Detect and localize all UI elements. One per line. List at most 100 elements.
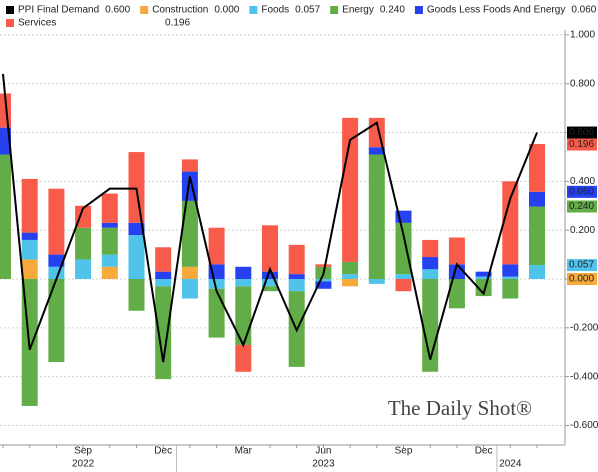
line-series	[2, 73, 538, 363]
legend-swatch	[414, 6, 423, 14]
bar-segment	[235, 344, 252, 372]
bar-segment	[128, 222, 145, 236]
value-box-label: 0.240	[569, 201, 594, 212]
bar-segment	[342, 279, 359, 287]
y-tick-label: -0.200	[570, 322, 598, 333]
value-box	[567, 200, 597, 213]
bar-segment	[342, 117, 359, 262]
bar-segment	[262, 225, 278, 272]
year-label: 2023	[312, 459, 335, 470]
bar-segment	[502, 264, 519, 277]
bar-segment	[529, 206, 545, 266]
watermark: The Daily Shot®	[388, 396, 532, 420]
legend-value: 0.060	[571, 5, 596, 16]
bar-segment	[288, 279, 305, 292]
bar-segment	[448, 237, 465, 265]
bar-segment	[502, 276, 519, 279]
y-tick-label: 1.000	[570, 30, 595, 41]
bar-segment	[315, 279, 332, 282]
bar-segment	[502, 279, 519, 299]
bar-segment	[155, 279, 172, 287]
bar-segment	[101, 227, 118, 255]
bar-segment	[368, 279, 385, 284]
legend: PPI Final Demand 0.600 Construction 0.000 Fo…	[6, 5, 597, 29]
y-tick-label: 0.800	[570, 78, 595, 89]
bar-segment	[288, 274, 305, 279]
bar-segment	[422, 257, 439, 270]
bar-segment	[101, 193, 118, 223]
bar-segment	[529, 144, 545, 192]
legend-value: 0.057	[295, 5, 320, 16]
value-box	[567, 126, 597, 139]
value-box	[567, 185, 597, 198]
bar-segment	[101, 254, 118, 267]
bar-segment	[75, 259, 92, 279]
bar-segment	[181, 279, 198, 299]
bar-segment	[475, 276, 492, 279]
x-tick-label: Mar	[235, 446, 253, 457]
bar-segment	[342, 274, 359, 279]
legend-value: 0.600	[105, 5, 130, 16]
y-tick-label: -0.600	[570, 420, 598, 431]
y-tick-label: 0.400	[570, 176, 595, 187]
x-tick-label: Sep	[395, 446, 413, 457]
legend-label: Services	[18, 18, 56, 29]
y-tick-label: 0.200	[570, 225, 595, 236]
value-box	[567, 138, 597, 151]
value-box	[567, 259, 597, 272]
legend-label: Goods Less Foods And Energy	[427, 5, 565, 16]
bar-segment	[155, 271, 172, 279]
legend-value: 0.240	[380, 5, 405, 16]
plot-area	[0, 73, 545, 406]
x-tick-label: Jun	[315, 446, 331, 457]
bar-segment	[155, 247, 172, 272]
x-tick-label: Sep	[74, 446, 92, 457]
legend-swatch	[6, 19, 14, 27]
bar-segment	[208, 227, 225, 265]
axis-labels: -0.600-0.400-0.2000.0000.2000.4000.6000.…	[2, 30, 598, 472]
bar-segment	[368, 147, 385, 155]
legend-swatch	[140, 6, 149, 14]
bar-segment	[155, 286, 172, 380]
legend-swatch	[6, 6, 14, 14]
bar-segment	[368, 154, 385, 279]
bar-segment	[128, 152, 145, 223]
bar-segment	[475, 279, 492, 297]
bar-segment	[315, 264, 332, 267]
bar-segment	[235, 279, 252, 287]
x-tick-label: Dec	[154, 446, 172, 457]
bar-segment	[181, 159, 198, 172]
value-box-label: 0.060	[569, 186, 594, 197]
bar-segment	[48, 279, 65, 362]
bar-segment	[395, 274, 412, 279]
bar-segment	[101, 266, 118, 279]
legend-swatch	[249, 6, 258, 14]
legend-label: Construction	[152, 5, 208, 16]
bar-segment	[128, 279, 145, 311]
bar-segment	[422, 269, 439, 279]
year-label: 2022	[72, 459, 95, 470]
bar-segment	[529, 191, 545, 207]
value-box-label: 0.600	[569, 127, 594, 138]
bar-segment	[262, 279, 278, 287]
value-box	[567, 273, 597, 285]
bar-segment	[235, 286, 252, 345]
bar-segment	[0, 154, 11, 279]
bar-segment	[21, 232, 38, 240]
bar-segment	[128, 235, 145, 279]
legend-label: Foods	[261, 5, 289, 16]
bar-segment	[529, 265, 545, 279]
bar-segment	[21, 178, 38, 233]
value-box-label: 0.196	[569, 139, 594, 150]
bar-segment	[75, 205, 92, 228]
legend-label: PPI Final Demand	[18, 5, 99, 16]
bar-segment	[288, 244, 305, 275]
bar-segment	[422, 239, 439, 258]
bar-segment	[235, 266, 252, 279]
bar-segment	[262, 286, 278, 292]
legend-value: 0.196	[165, 18, 190, 29]
bar-segment	[0, 93, 11, 128]
year-label: 2024	[499, 459, 522, 470]
